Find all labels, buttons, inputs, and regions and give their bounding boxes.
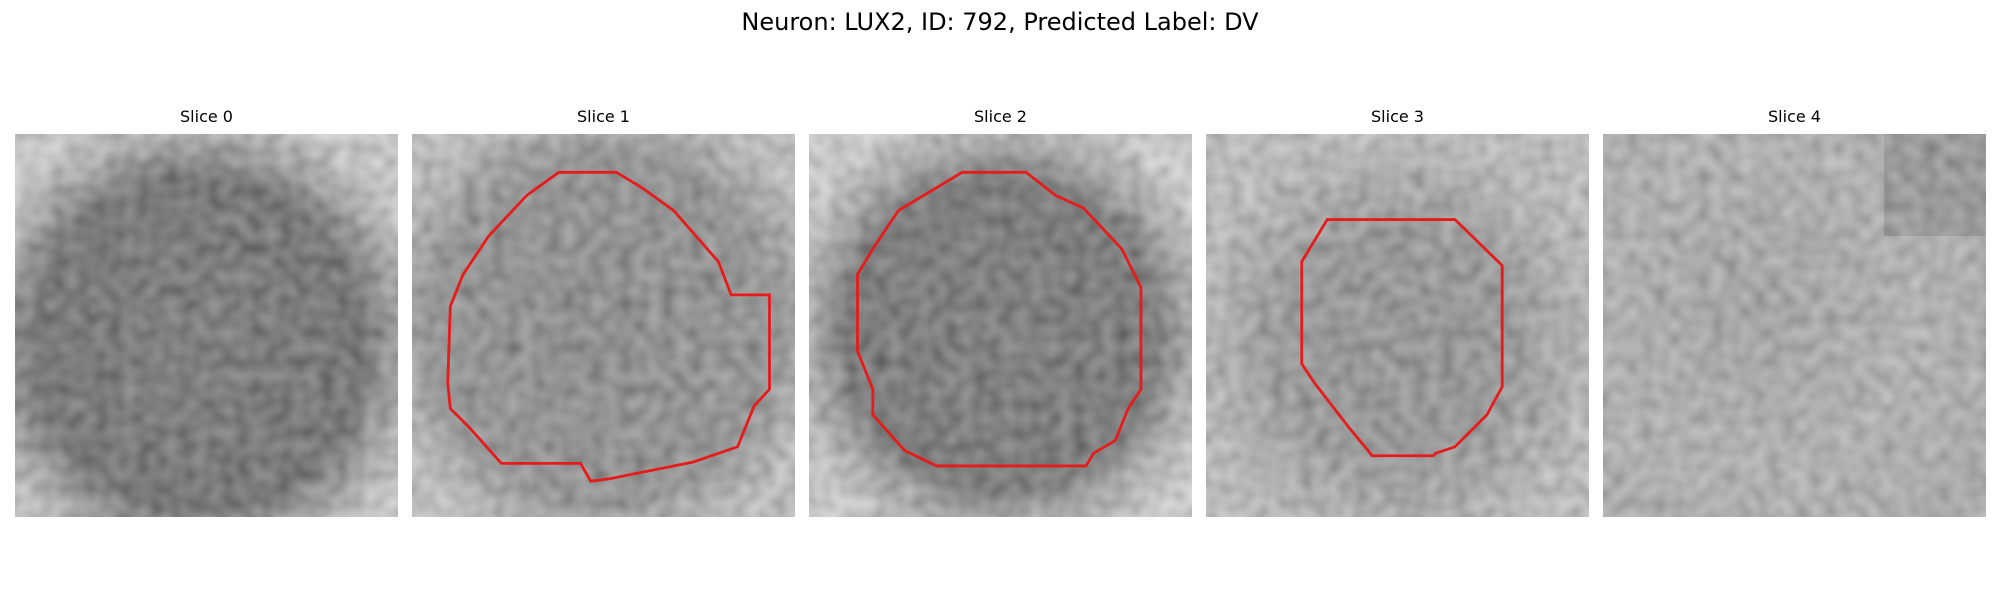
slice-title: Slice 3 [1371,107,1424,126]
slice-image [15,134,398,517]
slice-title: Slice 0 [180,107,233,126]
contour-outline [856,170,1143,468]
slice-title: Slice 1 [577,107,630,126]
slice-title: Slice 4 [1768,107,1821,126]
contour-outline [1300,218,1504,458]
slice-image [809,134,1192,517]
slice-title: Slice 2 [974,107,1027,126]
figure-title: Neuron: LUX2, ID: 792, Predicted Label: … [741,8,1259,36]
slice-panel-0: Slice 0 [15,107,398,517]
slice-image [412,134,795,517]
contour-outline [446,170,771,483]
slice-panel-4: Slice 4 [1603,107,1986,517]
slice-image [1603,134,1986,517]
slice-image [1206,134,1589,517]
slice-panel-1: Slice 1 [412,107,795,517]
slice-panel-2: Slice 2 [809,107,1192,517]
slice-panel-3: Slice 3 [1206,107,1589,517]
